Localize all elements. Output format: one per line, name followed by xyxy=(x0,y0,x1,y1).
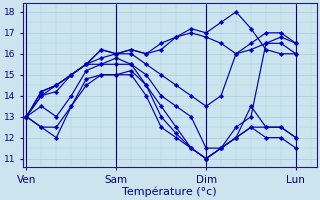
X-axis label: Température (°c): Température (°c) xyxy=(122,186,217,197)
